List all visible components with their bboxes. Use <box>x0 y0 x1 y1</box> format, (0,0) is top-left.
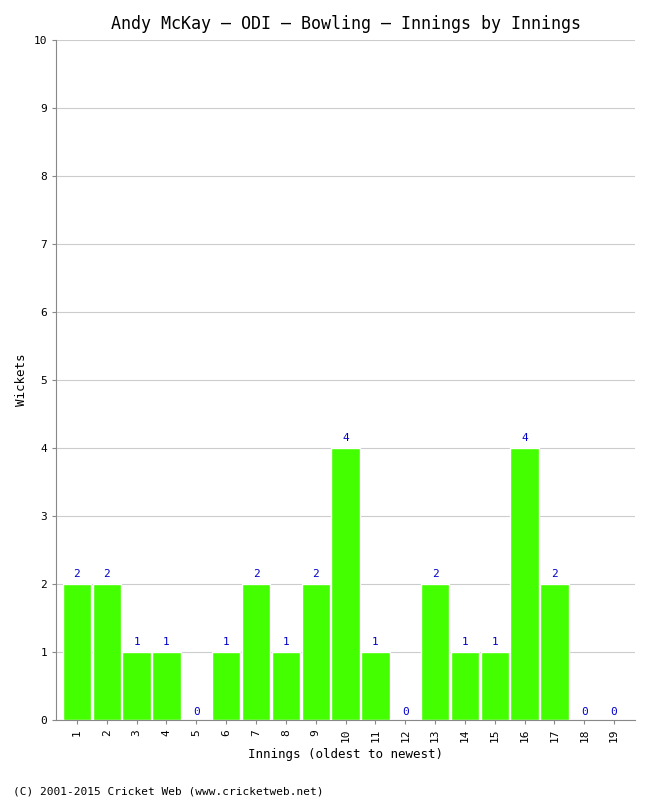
Text: 1: 1 <box>163 637 170 647</box>
Text: 1: 1 <box>223 637 229 647</box>
Bar <box>122 652 151 720</box>
Text: 0: 0 <box>402 706 409 717</box>
Text: 1: 1 <box>462 637 468 647</box>
Bar <box>302 584 330 720</box>
Text: 2: 2 <box>551 569 558 579</box>
Text: 0: 0 <box>611 706 618 717</box>
Text: 1: 1 <box>133 637 140 647</box>
Bar <box>540 584 569 720</box>
Bar <box>450 652 479 720</box>
Bar <box>332 448 359 720</box>
Bar <box>152 652 181 720</box>
Bar <box>212 652 240 720</box>
Text: 0: 0 <box>193 706 200 717</box>
Text: 1: 1 <box>491 637 498 647</box>
Text: 2: 2 <box>253 569 259 579</box>
Text: 1: 1 <box>372 637 379 647</box>
Bar <box>242 584 270 720</box>
Bar <box>421 584 449 720</box>
Bar <box>361 652 389 720</box>
Bar <box>480 652 509 720</box>
Bar <box>63 584 91 720</box>
Text: 2: 2 <box>313 569 319 579</box>
Text: 2: 2 <box>103 569 111 579</box>
Text: 2: 2 <box>432 569 439 579</box>
Text: 4: 4 <box>342 434 349 443</box>
Text: 1: 1 <box>283 637 289 647</box>
Bar <box>272 652 300 720</box>
Text: 2: 2 <box>73 569 81 579</box>
Title: Andy McKay – ODI – Bowling – Innings by Innings: Andy McKay – ODI – Bowling – Innings by … <box>111 15 580 33</box>
Y-axis label: Wickets: Wickets <box>15 354 28 406</box>
Text: 4: 4 <box>521 434 528 443</box>
Text: (C) 2001-2015 Cricket Web (www.cricketweb.net): (C) 2001-2015 Cricket Web (www.cricketwe… <box>13 786 324 796</box>
Text: 0: 0 <box>581 706 588 717</box>
Bar <box>93 584 121 720</box>
Bar <box>510 448 539 720</box>
X-axis label: Innings (oldest to newest): Innings (oldest to newest) <box>248 748 443 761</box>
